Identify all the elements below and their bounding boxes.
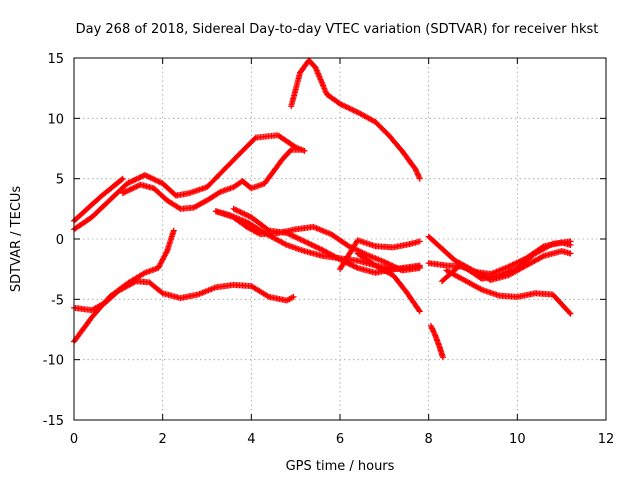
x-tick-label: 4 <box>247 432 255 447</box>
data-markers <box>71 57 574 361</box>
series-arc-11 <box>288 57 423 182</box>
series-arc-10 <box>354 250 423 273</box>
y-tick-label: 15 <box>47 52 64 67</box>
plot-frame <box>73 57 607 421</box>
data-point-markers <box>427 322 446 361</box>
x-tick-label: 6 <box>336 432 344 447</box>
y-tick-label: -5 <box>51 293 64 308</box>
y-tick-label: -15 <box>43 414 64 429</box>
y-tick-label: 10 <box>47 112 64 127</box>
axis-ticks: 0 2 4 6 8 10 12 -15 -10 -5 0 5 10 15 <box>43 52 615 447</box>
x-tick-label: 0 <box>70 432 78 447</box>
data-point-markers <box>71 175 126 224</box>
series-arc-3 <box>119 146 304 212</box>
data-point-markers <box>337 237 423 273</box>
data-point-markers <box>425 238 574 282</box>
x-tick-label: 2 <box>159 432 167 447</box>
y-tick-label: 5 <box>56 173 64 188</box>
data-point-markers <box>119 146 304 212</box>
series-arc-2 <box>71 132 308 233</box>
data-point-markers <box>71 132 308 233</box>
series-arc-5 <box>71 278 297 314</box>
data-point-markers <box>71 278 297 314</box>
series-arc-16 <box>443 267 574 317</box>
x-tick-label: 10 <box>509 432 526 447</box>
series-arc-1 <box>71 175 126 224</box>
y-tick-label: 0 <box>56 233 64 248</box>
data-point-markers <box>354 250 423 273</box>
y-axis-label: SDTVAR / TECUs <box>9 186 24 293</box>
data-point-markers <box>443 267 574 317</box>
series-arc-15 <box>425 238 574 282</box>
x-tick-label: 8 <box>425 432 433 447</box>
series-arc-12 <box>427 322 446 361</box>
x-axis-label: GPS time / hours <box>286 459 395 474</box>
x-tick-label: 12 <box>598 432 615 447</box>
chart-title: Day 268 of 2018, Sidereal Day-to-day VTE… <box>76 22 599 37</box>
data-point-markers <box>288 57 423 182</box>
y-tick-label: -10 <box>43 354 64 369</box>
series-arc-9 <box>337 237 423 273</box>
